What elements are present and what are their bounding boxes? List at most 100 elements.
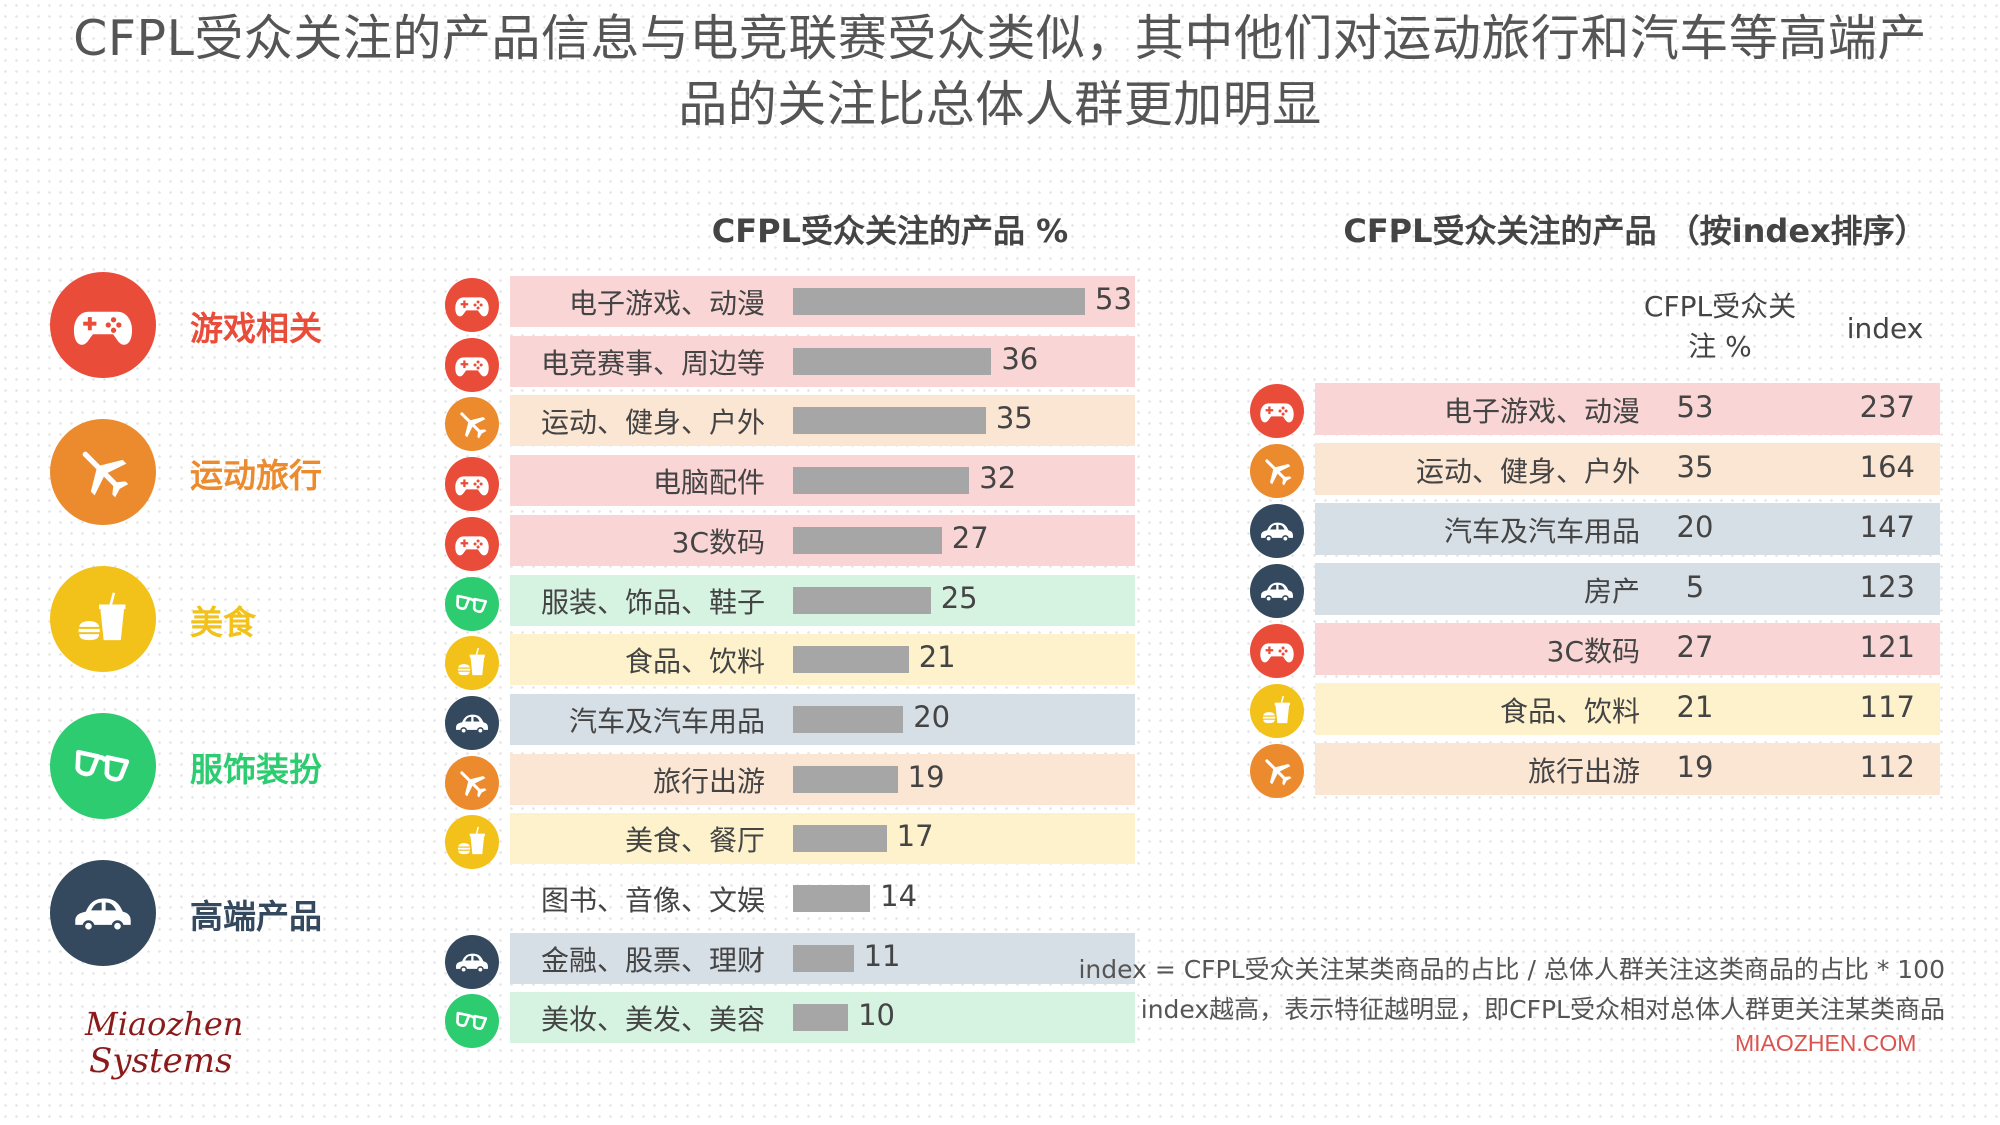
table-pct-value: 27 [1676,630,1714,664]
bar-row: 运动、健身、户外 35 [445,395,1135,452]
bar-value-label: 27 [951,520,989,555]
gamepad-icon [50,272,156,378]
bar-value-label: 11 [863,938,901,973]
table-row: 电子游戏、动漫 53 237 [1250,383,1940,438]
table-index-value: 117 [1859,690,1915,724]
bar-category-label: 汽车及汽车用品 [568,704,765,738]
column-header-pct: CFPL受众关 注 % [1630,285,1810,365]
gamepad-icon [445,278,499,332]
gamepad-icon [1250,384,1304,438]
column-header-pct-line-1: CFPL受众关 [1643,290,1797,323]
table-index-value: 123 [1859,570,1915,604]
page-title: CFPL受众关注的产品信息与电竞联赛受众类似，其中他们对运动旅行和汽车等高端产 … [0,6,2000,138]
sunglasses-icon [445,576,499,631]
bar-category-label: 电竞赛事、周边等 [540,346,765,380]
table-category-label: 汽车及汽车用品 [1443,515,1640,548]
table-pct-value: 5 [1685,570,1705,604]
gamepad-icon [445,516,499,571]
fastfood-icon [50,566,156,672]
bar-row: 美食、餐厅 17 [445,813,1135,870]
table-row-band [1315,503,1940,555]
logo-text-bottom: Systems [89,1041,233,1081]
bar-category-label: 金融、股票、理财 [540,943,765,977]
table-row-band [1315,743,1940,795]
table-category-label: 房产 [1583,575,1640,608]
bar [793,1004,849,1032]
column-header-pct-line-2: 注 % [1688,330,1752,363]
gamepad-icon [445,337,499,392]
miaozhen-logo: Miaozhen Systems [85,1005,243,1090]
legend-label: 高端产品 [190,897,322,936]
table-index-value: 112 [1859,750,1915,784]
bar-category-label: 电脑配件 [652,466,765,500]
table-title: CFPL受众关注的产品 （按index排序） [1343,212,1927,250]
table-row-band [1315,563,1940,615]
legend-item-food: 美食 [50,566,380,676]
table-category-label: 电子游戏、动漫 [1443,395,1640,428]
airplane-icon [1250,444,1304,498]
table-row: 旅行出游 19 112 [1250,743,1940,798]
title-line-2: 品的关注比总体人群更加明显 [678,76,1322,133]
table-index-value: 121 [1859,630,1915,664]
table-index-value: 237 [1859,390,1915,424]
airplane-icon [50,419,156,525]
bar-category-label: 运动、健身、户外 [540,406,765,440]
table-row-band [1315,683,1940,735]
bar-row: 电脑配件 32 [445,455,1135,512]
fastfood-icon [445,636,499,691]
legend-label: 运动旅行 [190,456,322,495]
table-row: 汽车及汽车用品 20 147 [1250,503,1940,558]
brand-url: MIAOZHEN.COM [1735,1030,1917,1056]
table-row: 3C数码 27 121 [1250,623,1940,678]
bar [793,705,904,733]
table-index-value: 164 [1859,450,1915,484]
airplane-icon [1250,744,1304,798]
bar [793,885,871,912]
bar-category-label: 图书、音像、文娱 [540,884,765,917]
table-row-band [1315,383,1940,435]
bar-value-label: 21 [918,640,956,675]
title-line-1: CFPL受众关注的产品信息与电竞联赛受众类似，其中他们对运动旅行和汽车等高端产 [73,10,1927,67]
sunglasses-icon [445,994,499,1049]
legend-item-premium: 高端产品 [50,860,380,970]
table-pct-value: 35 [1676,450,1714,484]
bar-category-label: 食品、饮料 [624,645,765,679]
bar-row: 旅行出游 19 [445,753,1135,810]
bar-value-label: 32 [979,461,1017,496]
table-row-band [1315,623,1940,675]
bar-row: 电竞赛事、周边等 36 [445,335,1135,392]
bar-category-label: 旅行出游 [652,764,765,798]
table-pct-value: 53 [1676,390,1714,424]
legend-label: 游戏相关 [190,309,322,348]
bar-value-label: 20 [913,699,951,734]
legend-item-fashion: 服饰装扮 [50,713,380,823]
legend-label: 服饰装扮 [190,750,322,789]
bar-value-label: 53 [1095,282,1132,316]
bar-row: 食品、饮料 21 [445,634,1135,691]
bar [793,586,931,614]
table-row: 房产 5 123 [1250,563,1940,618]
fastfood-icon [1250,684,1304,738]
car-icon [50,860,156,966]
car-icon [1250,564,1304,618]
bar [793,467,970,495]
bar-value-label: 17 [896,819,934,854]
table-category-label: 食品、饮料 [1499,695,1640,728]
sunglasses-icon [50,713,156,819]
gamepad-icon [1250,624,1304,678]
bar-category-label: 3C数码 [671,525,765,559]
table-row-band [1315,443,1940,495]
logo-text-top: Miaozhen [85,1005,244,1043]
bar [793,825,887,853]
table-index-value: 147 [1859,510,1915,544]
bar [793,347,992,375]
bar-value-label: 10 [858,998,895,1033]
legend-label: 美食 [190,603,256,642]
bar [793,646,909,674]
fastfood-icon [445,815,499,870]
table-pct-value: 20 [1676,510,1714,544]
bar [793,526,942,554]
car-icon [445,934,499,989]
legend-item-games: 游戏相关 [50,272,380,382]
bar-row: 图书、音像、文娱 14 [445,873,1135,924]
